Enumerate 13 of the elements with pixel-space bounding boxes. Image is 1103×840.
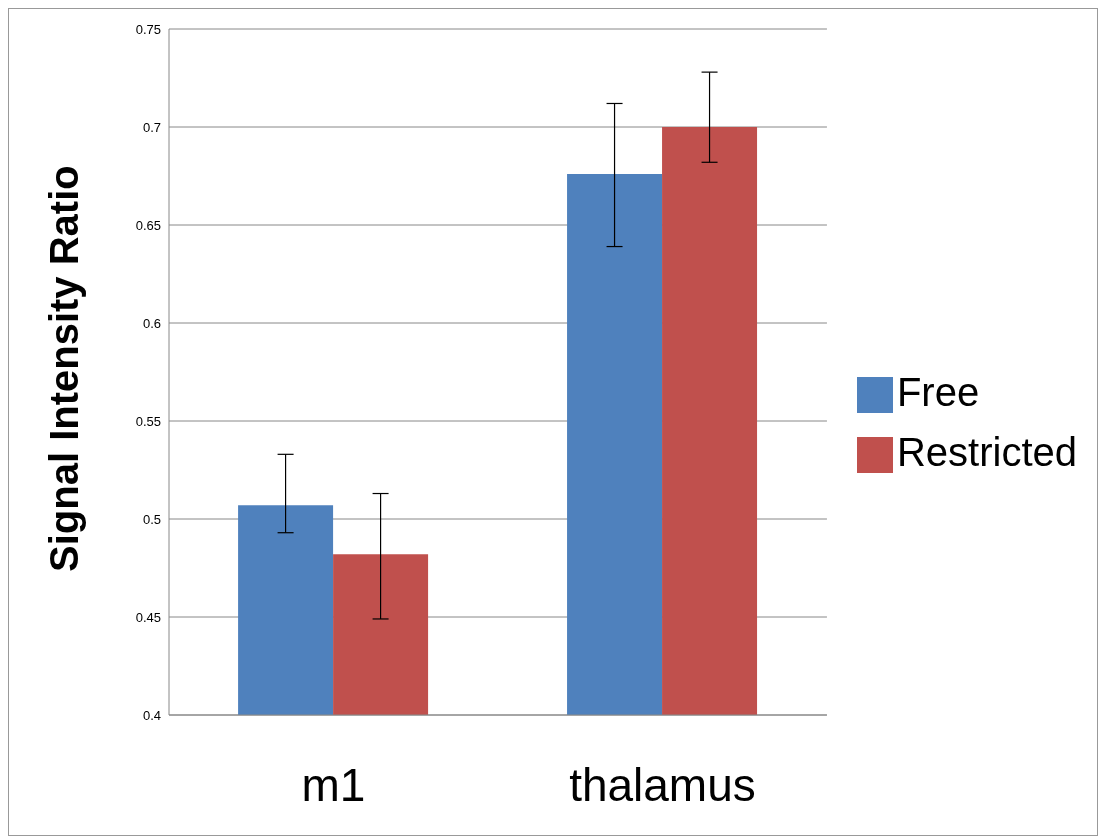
y-tick-label: 0.75 [135,21,161,37]
y-tick-label: 0.55 [135,413,161,429]
y-tick-label: 0.4 [142,707,161,723]
y-tick-label: 0.7 [142,119,161,135]
y-tick-label: 0.45 [135,609,161,625]
x-tick-label: thalamus [569,758,756,811]
x-tick-label: m1 [301,758,366,811]
legend-label: Restricted [896,430,1077,474]
y-axis-title: Signal Intensity Ratio [42,165,87,572]
y-tick-label: 0.65 [135,217,161,233]
legend-label: Free [896,370,980,414]
y-tick-label: 0.5 [142,511,161,527]
y-tick-label: 0.6 [142,315,161,331]
